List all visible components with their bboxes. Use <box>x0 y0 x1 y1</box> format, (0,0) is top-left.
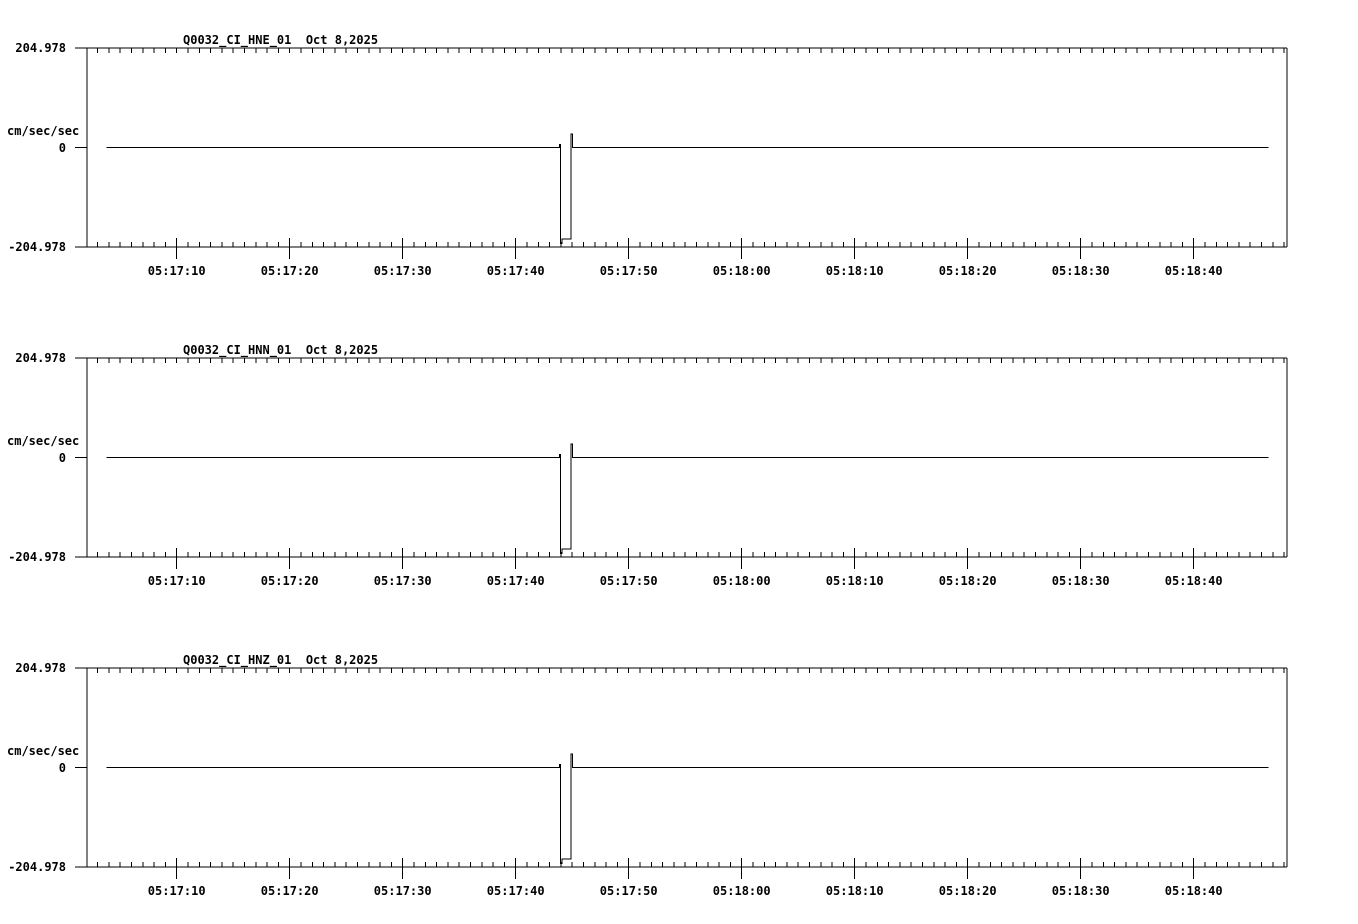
x-tick-label: 05:18:00 <box>713 574 771 588</box>
y-tick-label-max: 204.978 <box>15 41 66 55</box>
x-tick-label: 05:17:20 <box>261 884 319 898</box>
x-tick-label: 05:17:40 <box>487 264 545 278</box>
chart-hnz: Q0032_CI_HNZ_01 Oct 8,2025 204.978 cm/se… <box>0 620 1358 924</box>
y-axis-unit-label: cm/sec/sec <box>7 124 80 138</box>
y-tick-label-zero: 0 <box>58 141 66 155</box>
x-tick-label: 05:17:40 <box>487 574 545 588</box>
x-tick-label: 05:18:20 <box>939 264 997 278</box>
x-tick-label: 05:17:30 <box>374 884 432 898</box>
x-tick-label: 05:18:20 <box>939 574 997 588</box>
x-tick-label: 05:18:40 <box>1165 574 1223 588</box>
y-axis-unit-label: cm/sec/sec <box>7 744 80 758</box>
waveform-trace <box>106 753 1269 865</box>
x-tick-label: 05:17:10 <box>148 574 206 588</box>
y-axis-unit-label: cm/sec/sec <box>7 434 80 448</box>
x-tick-label: 05:18:20 <box>939 884 997 898</box>
y-tick-label-max: 204.978 <box>15 351 66 365</box>
x-tick-label: 05:18:00 <box>713 884 771 898</box>
chart-title: Q0032_CI_HNZ_01 Oct 8,2025 <box>183 653 379 667</box>
x-tick-label: 05:18:30 <box>1052 574 1110 588</box>
chart-title: Q0032_CI_HNE_01 Oct 8,2025 <box>183 33 379 47</box>
chart-hne: Q0032_CI_HNE_01 Oct 8,2025 204.978 cm/se… <box>0 0 1358 310</box>
waveform-plot: 05:17:10 05:17:20 05:17:30 05:17:40 05:17:50… <box>75 47 1288 278</box>
chart-title: Q0032_CI_HNN_01 Oct 8,2025 <box>183 343 379 357</box>
y-tick-label-zero: 0 <box>58 451 66 465</box>
x-tick-label: 05:17:50 <box>600 574 658 588</box>
x-tick-label: 05:17:30 <box>374 574 432 588</box>
y-tick-label-min: -204.978 <box>8 550 66 564</box>
x-tick-label: 05:17:40 <box>487 884 545 898</box>
waveform-trace <box>106 133 1269 245</box>
y-tick-label-zero: 0 <box>58 761 66 775</box>
chart-hnn: Q0032_CI_HNN_01 Oct 8,2025 204.978 cm/se… <box>0 310 1358 620</box>
y-tick-label-min: -204.978 <box>8 240 66 254</box>
x-tick-label: 05:17:10 <box>148 264 206 278</box>
x-tick-label: 05:18:10 <box>826 264 884 278</box>
y-tick-label-min: -204.978 <box>8 860 66 874</box>
x-tick-label: 05:17:50 <box>600 264 658 278</box>
x-tick-label: 05:17:10 <box>148 884 206 898</box>
x-tick-label: 05:17:20 <box>261 264 319 278</box>
x-tick-label: 05:17:50 <box>600 884 658 898</box>
x-tick-label: 05:18:40 <box>1165 264 1223 278</box>
x-tick-label: 05:18:10 <box>826 884 884 898</box>
x-tick-label: 05:17:20 <box>261 574 319 588</box>
x-tick-label: 05:18:30 <box>1052 884 1110 898</box>
x-tick-label: 05:17:30 <box>374 264 432 278</box>
y-tick-label-max: 204.978 <box>15 661 66 675</box>
x-tick-label: 05:18:40 <box>1165 884 1223 898</box>
waveform-trace <box>106 443 1269 555</box>
waveform-plot: 05:17:10 05:17:20 05:17:30 05:17:40 05:17:50… <box>75 357 1288 588</box>
waveform-plot: 05:17:10 05:17:20 05:17:30 05:17:40 05:17:50… <box>75 667 1288 898</box>
x-tick-label: 05:18:00 <box>713 264 771 278</box>
x-tick-label: 05:18:30 <box>1052 264 1110 278</box>
x-tick-label: 05:18:10 <box>826 574 884 588</box>
